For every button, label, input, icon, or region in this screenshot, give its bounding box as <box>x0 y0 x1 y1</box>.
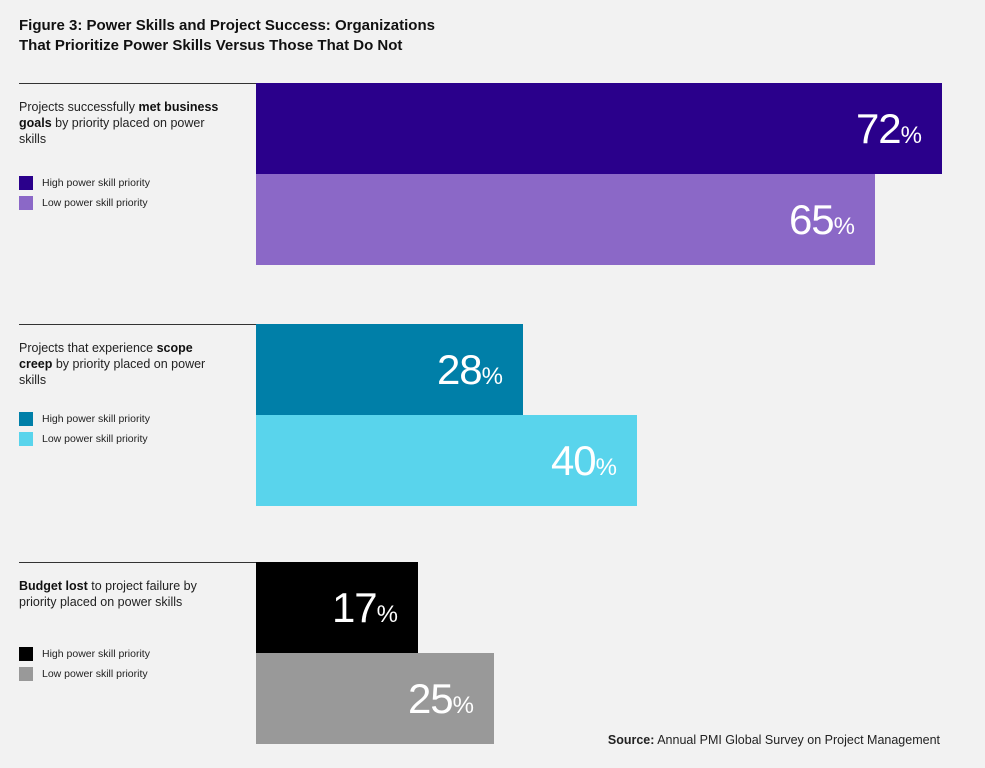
group-label: Projects that experience scope creep by … <box>19 340 219 388</box>
bar-low: 25% <box>256 653 494 744</box>
legend-label-high: High power skill priority <box>42 177 150 189</box>
legend-item-low: Low power skill priority <box>19 664 150 684</box>
legend-item-low: Low power skill priority <box>19 429 150 449</box>
chart-title-line-2: That Prioritize Power Skills Versus Thos… <box>19 37 403 54</box>
bar-value-label: 25% <box>407 674 474 722</box>
legend-label-low: Low power skill priority <box>42 433 148 445</box>
legend: High power skill priority Low power skil… <box>19 173 150 213</box>
legend-item-high: High power skill priority <box>19 409 150 429</box>
legend-swatch-low <box>19 432 33 446</box>
group-divider <box>19 83 256 84</box>
bar-value-label: 40% <box>550 436 617 484</box>
bar-unit: % <box>452 691 474 719</box>
bar-value: 40 <box>550 436 597 484</box>
group-divider <box>19 324 256 325</box>
bar-value: 28 <box>436 345 483 393</box>
bar-value: 65 <box>788 195 835 243</box>
group-label-post: to project failure by priority placed on… <box>19 579 197 609</box>
group-label: Projects successfully met business goals… <box>19 99 219 147</box>
bar-high: 72% <box>256 83 942 174</box>
group-label-bold: scope creep <box>19 341 193 371</box>
legend-swatch-low <box>19 667 33 681</box>
legend-label-low: Low power skill priority <box>42 197 148 209</box>
bar-unit: % <box>376 600 398 628</box>
legend-label-high: High power skill priority <box>42 413 150 425</box>
bar-high: 17% <box>256 562 418 653</box>
source-note: Source: Annual PMI Global Survey on Proj… <box>608 733 940 747</box>
group-label-post: by priority placed on power skills <box>19 116 205 146</box>
group-label-bold: met business goals <box>19 100 219 130</box>
legend-item-high: High power skill priority <box>19 644 150 664</box>
bar-value: 17 <box>331 583 378 631</box>
bar-low: 65% <box>256 174 875 265</box>
group-label-pre: Projects that experience <box>19 341 157 355</box>
bar-value-label: 28% <box>436 345 503 393</box>
bar-value-label: 65% <box>788 195 855 243</box>
legend-swatch-high <box>19 176 33 190</box>
group-divider <box>19 562 256 563</box>
bar-high: 28% <box>256 324 523 415</box>
bar-value: 25 <box>407 674 454 722</box>
legend-item-low: Low power skill priority <box>19 193 150 213</box>
legend-item-high: High power skill priority <box>19 173 150 193</box>
chart-title-line-1: Figure 3: Power Skills and Project Succe… <box>19 17 435 34</box>
legend: High power skill priority Low power skil… <box>19 409 150 449</box>
bar-unit: % <box>481 362 503 390</box>
bar-value-label: 17% <box>331 583 398 631</box>
legend-label-low: Low power skill priority <box>42 668 148 680</box>
bar-unit: % <box>900 121 922 149</box>
bar-value-label: 72% <box>855 104 922 152</box>
bar-unit: % <box>833 212 855 240</box>
legend-swatch-high <box>19 412 33 426</box>
source-text: Annual PMI Global Survey on Project Mana… <box>654 733 940 747</box>
legend-swatch-high <box>19 647 33 661</box>
group-label-pre: Projects successfully <box>19 100 139 114</box>
bar-unit: % <box>595 453 617 481</box>
legend-swatch-low <box>19 196 33 210</box>
bar-low: 40% <box>256 415 637 506</box>
group-label: Budget lost to project failure by priori… <box>19 578 219 610</box>
bar-value: 72 <box>855 104 902 152</box>
chart-title: Figure 3: Power Skills and Project Succe… <box>19 16 539 56</box>
group-label-bold: Budget lost <box>19 579 88 593</box>
source-label: Source: <box>607 733 655 747</box>
legend: High power skill priority Low power skil… <box>19 644 150 684</box>
group-label-post: by priority placed on power skills <box>19 357 206 387</box>
legend-label-high: High power skill priority <box>42 648 150 660</box>
